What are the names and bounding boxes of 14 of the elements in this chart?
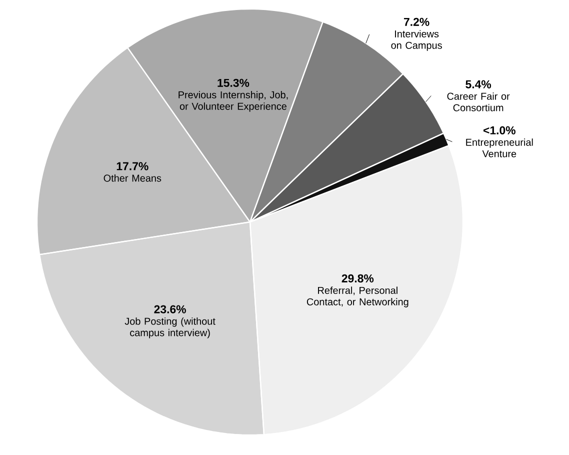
slice-label: Job Posting (without campus interview) — [124, 317, 216, 338]
data-label: <1.0% — [483, 126, 516, 134]
slice-label: Career Fair or Consortium — [447, 92, 510, 112]
data-label: 5.4% — [466, 80, 492, 88]
data-label: 23.6% — [154, 305, 186, 314]
data-label: 29.8% — [342, 274, 374, 282]
data-label: 17.7% — [116, 162, 148, 170]
data-label: 7.2% — [404, 18, 430, 26]
slice-label: Other Means — [104, 174, 162, 182]
slice-label: Referral, Personal Contact, or Networking — [306, 286, 408, 308]
slice-label: Entrepreneurial Venture — [466, 138, 533, 158]
slice-label: Previous Internship, Job, or Volunteer Experience — [178, 91, 288, 112]
slice-label: Interviews on Campus — [391, 30, 442, 51]
data-label: 15.3% — [218, 78, 250, 87]
